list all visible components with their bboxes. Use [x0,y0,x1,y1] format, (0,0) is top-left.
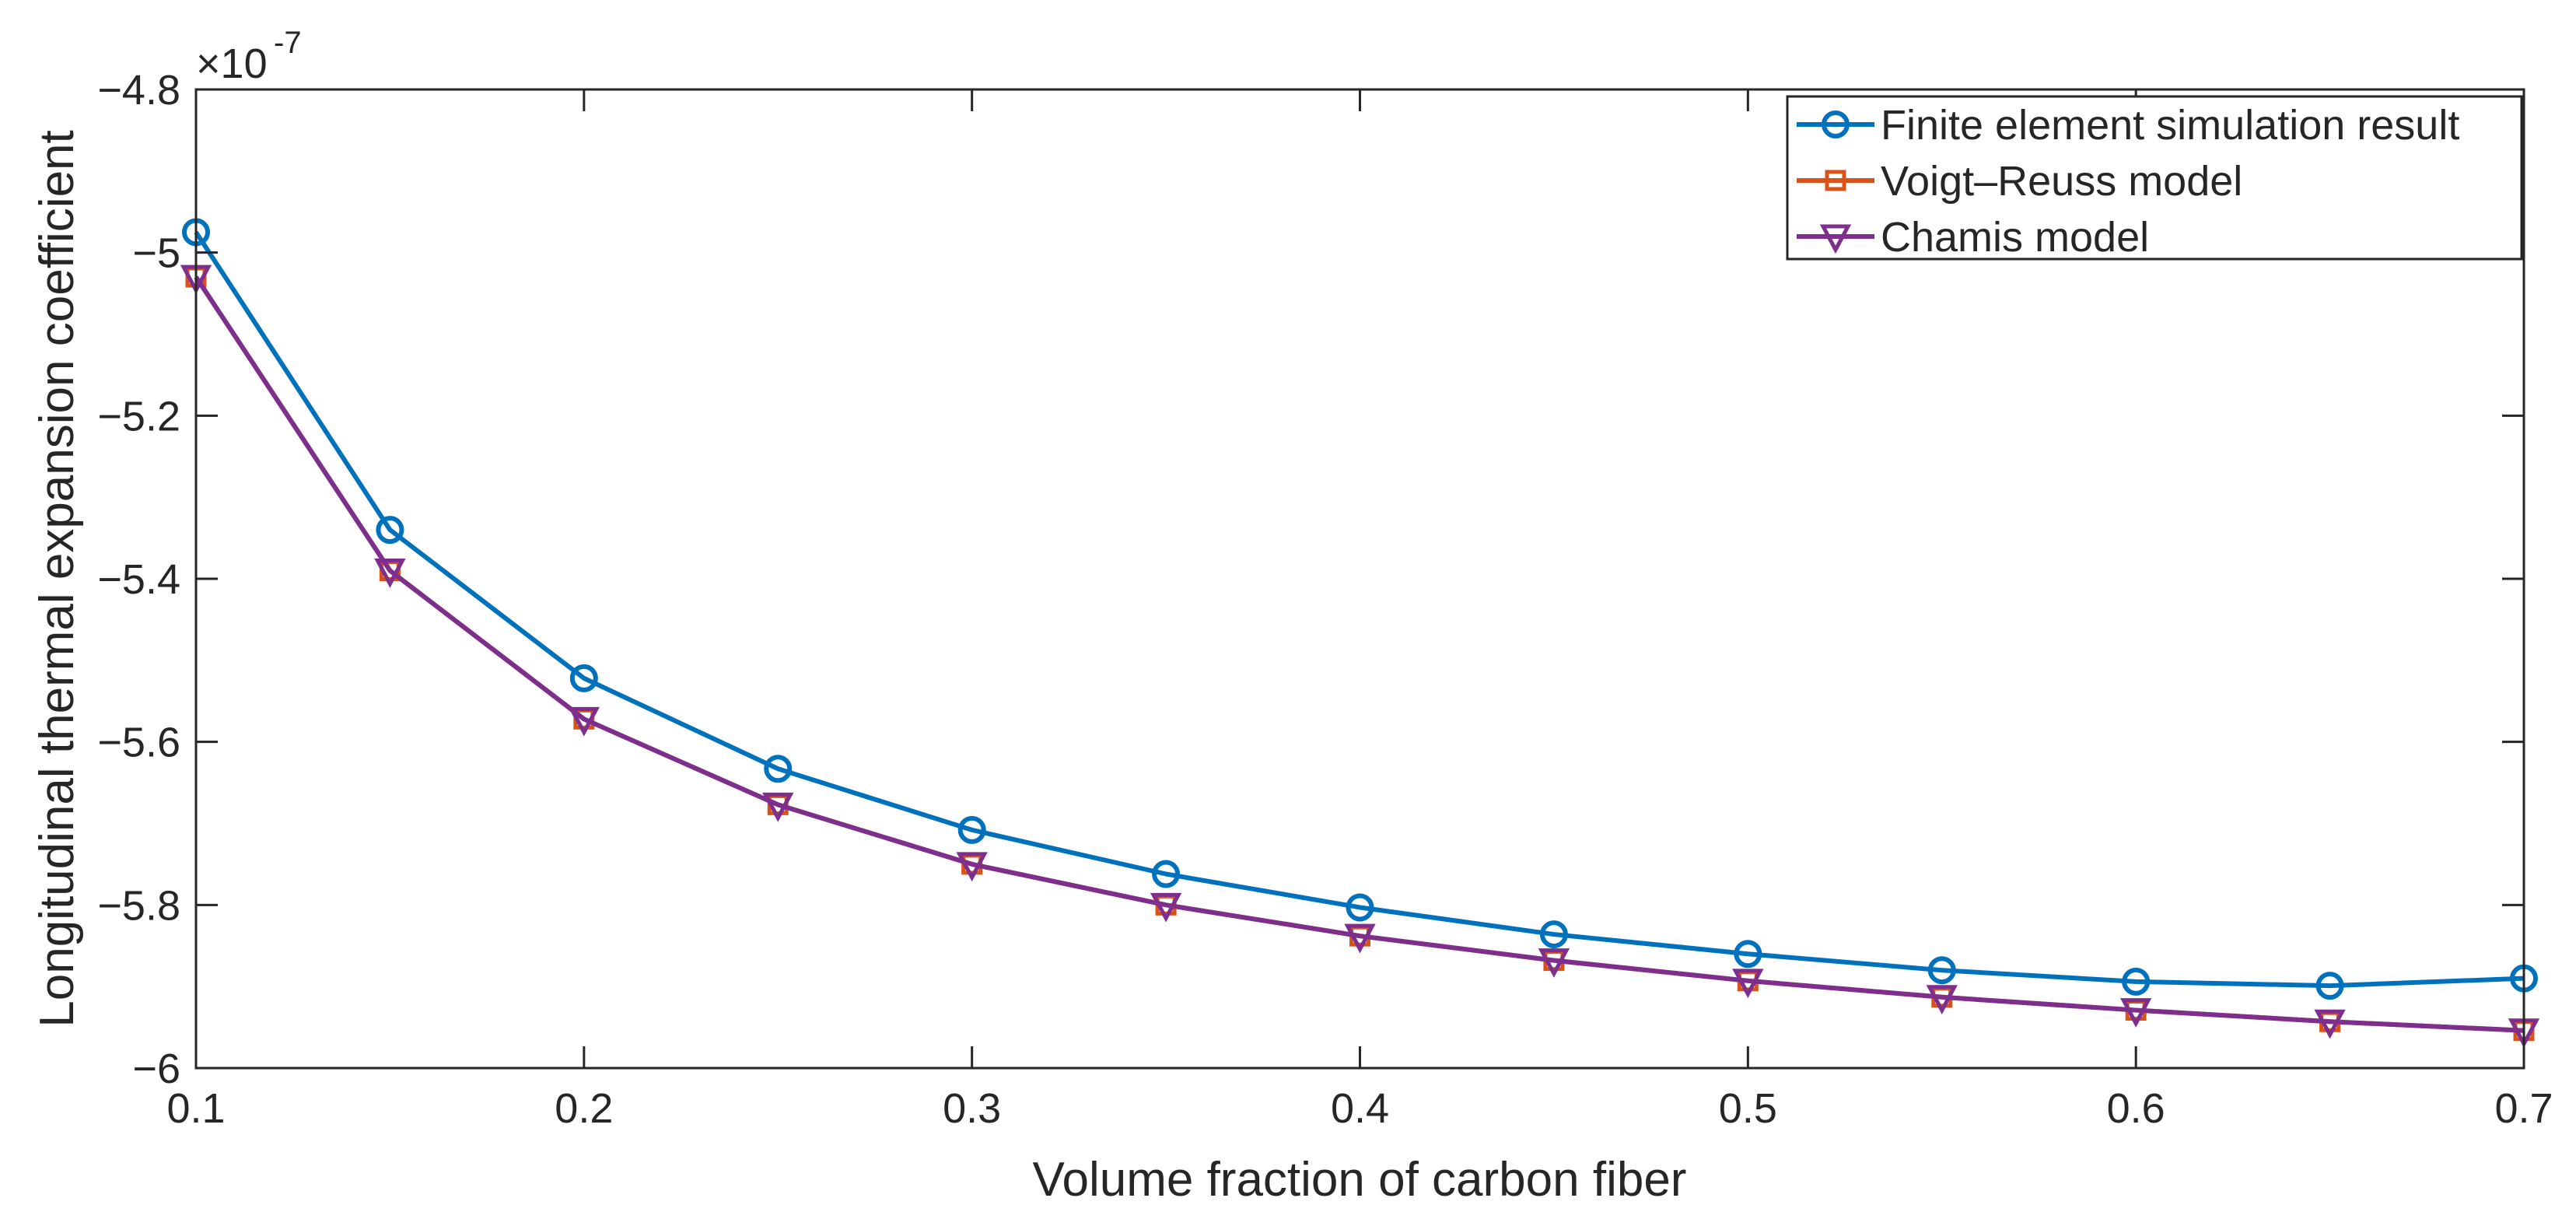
data-point-triangle [956,852,988,882]
data-point-circle [1927,956,1956,985]
y-tick-label: −5 [132,230,180,277]
data-point-triangle [1732,969,1764,999]
legend-label: Voigt–Reuss model [1881,158,2242,205]
data-point-circle [764,755,793,783]
data-point-triangle [762,792,794,822]
data-point-triangle [374,559,406,588]
y-tick-label: −5.6 [97,720,180,766]
y-axis-label: Longitudinal thermal expansion coefficie… [30,130,84,1028]
data-point-circle [1822,110,1850,138]
data-point-triangle [1926,985,1958,1015]
data-point-triangle [568,706,600,737]
data-point-triangle [1344,923,1376,954]
data-point-triangle [1150,892,1182,923]
data-point-triangle [1819,224,1852,254]
series-chamis-model [180,264,2540,1049]
x-tick-label: 0.4 [1331,1085,1389,1132]
data-point-circle [1539,920,1568,949]
data-point-triangle [1538,948,1570,978]
exponent-power: -7 [274,26,302,60]
series-line [194,230,2525,989]
data-point-circle [1152,860,1181,888]
data-point-square [1825,170,1846,191]
x-tick-label: 0.3 [943,1085,1001,1132]
data-point-triangle [2314,1009,2346,1039]
data-point-circle [569,664,598,692]
legend: Finite element simulation result Voigt–Re… [1786,95,2523,261]
legend-entry: Finite element simulation result [1797,102,2459,149]
y-tick-label: −4.8 [97,67,180,114]
legend-box [1786,95,2523,261]
legend-entry: Chamis model [1797,214,2149,261]
series-line [194,275,2525,1033]
y-tick-label: −5.4 [97,556,180,603]
data-point-circle [2122,967,2151,996]
x-tick-label: 0.5 [1719,1085,1777,1132]
x-tick-label: 0.7 [2494,1085,2553,1132]
data-point-triangle [2120,998,2152,1028]
x-tick-label: 0.6 [2107,1085,2165,1132]
data-point-circle [2315,972,2344,1000]
axis-exponent: ×10 -7 [196,26,302,87]
y-tick-label: −6 [132,1046,180,1092]
data-point-circle [376,516,404,545]
y-tick-label: −5.8 [97,882,180,929]
data-point-circle [957,815,986,844]
legend-label: Finite element simulation result [1881,102,2459,149]
ticks-layer: 0.1 0.2 0.3 0.4 0.5 0.6 0.7 −4.8 −5 −5.2 −5.4 −5.6 −… [97,67,2553,1132]
legend-entry: Voigt–Reuss model [1797,158,2242,205]
data-point-circle [1346,893,1374,922]
exponent-base: ×10 [196,40,268,87]
y-tick-label: −5.2 [97,393,180,440]
series-layer [180,218,2540,1049]
x-tick-label: 0.2 [555,1085,613,1132]
data-point-circle [1734,940,1762,969]
legend-label: Chamis model [1881,214,2149,261]
x-axis-label: Volume fraction of carbon fiber [1033,1153,1687,1207]
x-tick-label: 0.1 [166,1085,225,1132]
